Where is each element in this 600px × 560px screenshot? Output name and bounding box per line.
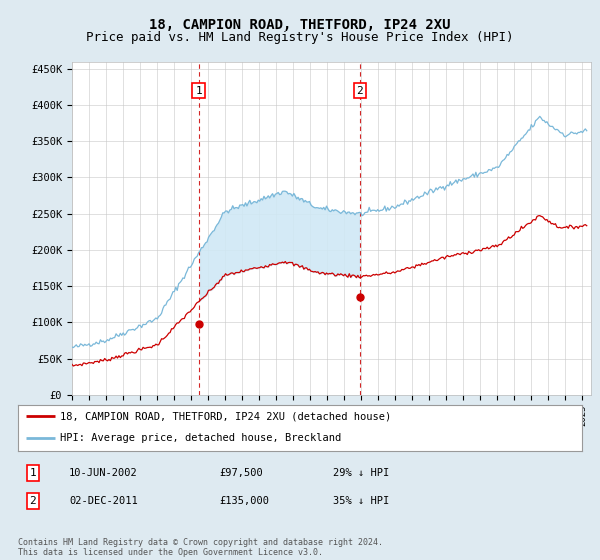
Text: 29% ↓ HPI: 29% ↓ HPI <box>333 468 389 478</box>
Text: 2: 2 <box>356 86 363 96</box>
Text: 2: 2 <box>29 496 37 506</box>
Text: £135,000: £135,000 <box>219 496 269 506</box>
Text: Contains HM Land Registry data © Crown copyright and database right 2024.
This d: Contains HM Land Registry data © Crown c… <box>18 538 383 557</box>
Text: Price paid vs. HM Land Registry's House Price Index (HPI): Price paid vs. HM Land Registry's House … <box>86 31 514 44</box>
Text: 1: 1 <box>29 468 37 478</box>
Text: 18, CAMPION ROAD, THETFORD, IP24 2XU: 18, CAMPION ROAD, THETFORD, IP24 2XU <box>149 18 451 32</box>
Text: 02-DEC-2011: 02-DEC-2011 <box>69 496 138 506</box>
Text: 1: 1 <box>195 86 202 96</box>
Text: 18, CAMPION ROAD, THETFORD, IP24 2XU (detached house): 18, CAMPION ROAD, THETFORD, IP24 2XU (de… <box>60 412 392 421</box>
Text: HPI: Average price, detached house, Breckland: HPI: Average price, detached house, Brec… <box>60 433 341 443</box>
Text: £97,500: £97,500 <box>219 468 263 478</box>
Text: 35% ↓ HPI: 35% ↓ HPI <box>333 496 389 506</box>
Text: 10-JUN-2002: 10-JUN-2002 <box>69 468 138 478</box>
